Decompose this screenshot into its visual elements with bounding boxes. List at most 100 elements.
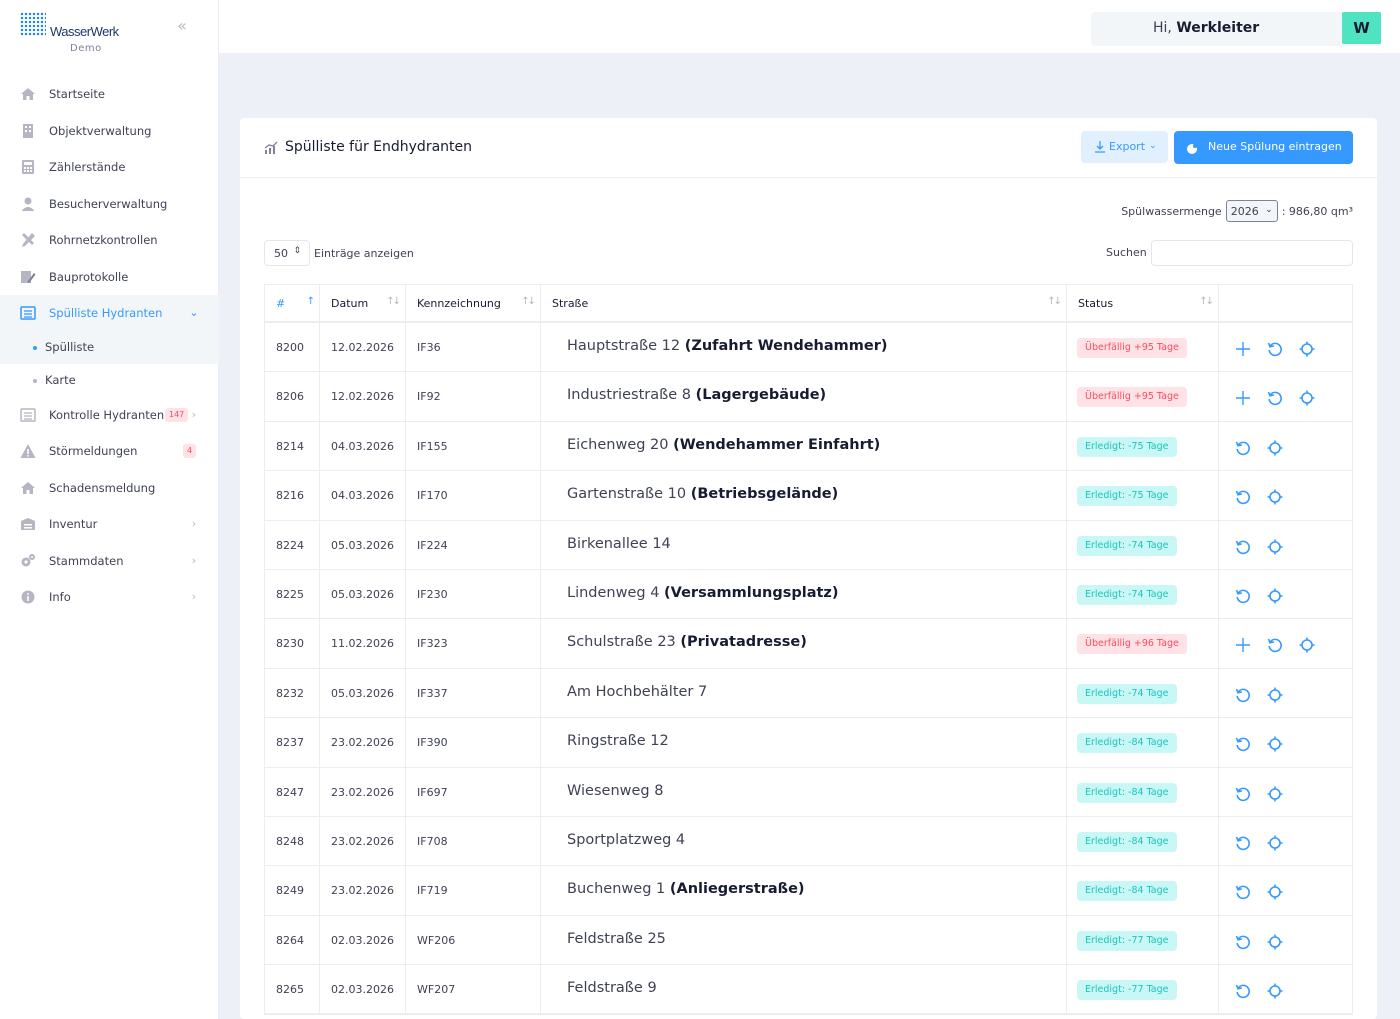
sidebar-item-spuelliste-hydranten[interactable]: Spülliste Hydranten ⌄ [0,294,219,331]
table-row: 8224 05.03.2026 IF224 Birkenallee 14 Erledi… [265,520,1352,570]
cell-id: 8216 [265,471,320,520]
history-icon[interactable] [1235,983,1251,999]
target-icon[interactable] [1267,983,1283,999]
collapse-sidebar-icon[interactable]: « [177,16,187,35]
cell-text: IF719 [417,884,448,898]
plus-icon[interactable] [1235,341,1251,357]
cell-actions [1219,323,1354,371]
history-icon[interactable] [1235,489,1251,505]
table-row: 8214 04.03.2026 IF155 Eichenweg 20 (Wendeha… [265,421,1352,472]
cell-actions [1219,817,1354,865]
year-select[interactable]: 2026 ⌄ [1225,200,1278,222]
target-icon[interactable] [1267,835,1283,851]
brand: WasserWerk Demo « [0,0,218,62]
sidebar-subitem-spuelliste[interactable]: Spülliste [0,330,219,364]
column-header-id[interactable]: # ↑ [265,285,320,323]
history-icon[interactable] [1235,884,1251,900]
street-name: Birkenallee 14 [567,535,671,552]
cell-date: 12.02.2026 [320,372,406,421]
cell-id: 8224 [265,520,320,569]
warning-icon [20,444,36,458]
logo[interactable]: WasserWerk Demo [20,12,120,56]
sidebar-item-rohrnetzkontrollen[interactable]: Rohrnetzkontrollen [0,222,219,258]
cell-code: IF170 [406,471,541,520]
sidebar-subitem-karte[interactable]: Karte [0,364,219,397]
column-header-status[interactable]: Status ↑↓ [1067,285,1219,323]
target-icon[interactable] [1267,884,1283,900]
user-menu[interactable]: Hi, Werkleiter [1091,12,1381,46]
card-header: Spülliste für Endhydranten Export ⌄ Neue… [240,118,1377,178]
sidebar-item-objektverwaltung[interactable]: Objektverwaltung [0,113,219,149]
status-badge: Erledigt: -84 Tage [1077,881,1177,902]
plus-icon[interactable] [1235,637,1251,653]
cell-status: Erledigt: -75 Tage [1067,421,1219,471]
column-header-datum[interactable]: Datum ↑↓ [320,285,406,323]
avatar[interactable]: W [1342,12,1381,44]
status-badge: Erledigt: -77 Tage [1077,930,1177,951]
target-icon[interactable] [1299,390,1315,406]
sidebar-item-inventur[interactable]: Inventur › [0,506,219,542]
status-badge: Erledigt: -74 Tage [1077,535,1177,556]
history-icon[interactable] [1235,736,1251,752]
new-flushing-button[interactable]: Neue Spülung eintragen [1174,131,1353,164]
history-icon[interactable] [1235,440,1251,456]
target-icon[interactable] [1299,637,1315,653]
cell-street: Lindenweg 4 (Versammlungsplatz) [541,569,1067,619]
target-icon[interactable] [1267,440,1283,456]
target-icon[interactable] [1267,588,1283,604]
sidebar-item-startseite[interactable]: Startseite [0,76,219,112]
target-icon[interactable] [1267,489,1283,505]
export-button[interactable]: Export ⌄ [1081,131,1168,163]
search-input[interactable] [1151,240,1353,266]
history-icon[interactable] [1235,835,1251,851]
cell-code: IF697 [406,767,541,816]
history-icon[interactable] [1235,786,1251,802]
history-icon[interactable] [1235,588,1251,604]
history-icon[interactable] [1235,687,1251,703]
target-icon[interactable] [1267,934,1283,950]
target-icon[interactable] [1267,786,1283,802]
sidebar-item-stoermeldungen[interactable]: Störmeldungen 4 [0,433,219,469]
column-header-strasse[interactable]: Straße ↑↓ [541,285,1067,323]
cell-text: 8216 [276,489,304,503]
cell-street: Sportplatzweg 4 [541,816,1067,866]
street-note: (Anliegerstraße) [669,881,805,898]
page-length-select[interactable]: 50 ⇕ [264,240,310,266]
history-icon[interactable] [1267,341,1283,357]
chevron-right-icon: › [191,590,197,603]
flushing-table: # ↑ Datum ↑↓ Kennzeichnung ↑↓ Straße ↑↓ Stat… [264,284,1354,1016]
target-icon[interactable] [1299,341,1315,357]
table-row: 8200 12.02.2026 IF36 Hauptstraße 12 (Zufahr… [265,323,1354,373]
sidebar-item-label: Kontrolle Hydranten [49,407,165,422]
street-name: Wiesenweg 8 [567,782,664,799]
cell-street: Hauptstraße 12 (Zufahrt Wendehammer) [541,323,1067,372]
sidebar-item-besucherverwaltung[interactable]: Besucherverwaltung [0,186,219,222]
sidebar-item-info[interactable]: Info › [0,579,219,615]
cell-text: 05.03.2026 [331,686,394,700]
cell-street: Feldstraße 9 [541,965,1067,1014]
column-label: Kennzeichnung [417,297,501,310]
spuel-value: : 986,80 qm³ [1281,204,1353,218]
history-icon[interactable] [1235,539,1251,555]
target-icon[interactable] [1267,736,1283,752]
cell-id: 8237 [265,718,320,767]
sidebar-item-stammdaten[interactable]: Stammdaten › [0,543,219,579]
chevron-down-icon: ⌄ [1149,141,1157,151]
sidebar-item-zaehlerstaende[interactable]: Zählerstände [0,149,219,185]
target-icon[interactable] [1267,539,1283,555]
sidebar-item-kontrolle-hydranten[interactable]: Kontrolle Hydranten 147 › [0,397,219,433]
column-header-kennzeichnung[interactable]: Kennzeichnung ↑↓ [406,285,541,323]
page-length-value: 50 [274,247,288,260]
history-icon[interactable] [1267,637,1283,653]
street-text: Birkenallee 14 [567,536,671,552]
cell-status: Überfällig +95 Tage [1067,323,1219,372]
sidebar-item-schadensmeldung[interactable]: Schadensmeldung [0,470,219,506]
history-icon[interactable] [1235,934,1251,950]
cell-actions [1219,471,1354,519]
sidebar-item-bauprotokolle[interactable]: Bauprotokolle [0,259,219,295]
plus-icon[interactable] [1235,390,1251,406]
target-icon[interactable] [1267,687,1283,703]
sidebar: WasserWerk Demo « Startseite Objektverwa… [0,0,219,1019]
cell-text: 23.02.2026 [331,834,394,848]
history-icon[interactable] [1267,390,1283,406]
